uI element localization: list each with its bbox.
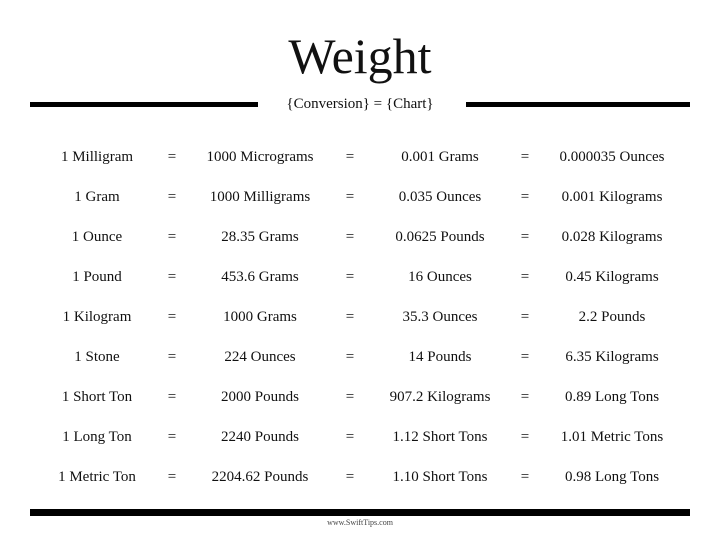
from-unit: 1 Ounce [71, 229, 123, 245]
value-2: 0.0625 Pounds [395, 229, 485, 245]
table-row: 1 Stone = 224 Ounces = 14 Pounds = 6.35 Kilogr… [0, 342, 720, 372]
value-1: 1000 Micrograms [206, 149, 314, 165]
table-row: 1 Kilogram = 1000 Grams = 35.3 Ounces = 2.2 Po… [0, 302, 720, 332]
equals: = [520, 229, 530, 245]
page-title: Weight [288, 28, 432, 84]
equals: = [167, 149, 177, 165]
value-2: 16 Ounces [408, 269, 472, 285]
table-row: 1 Metric Ton = 2204.62 Pounds = 1.10 Short T… [0, 462, 720, 492]
equals: = [520, 349, 530, 365]
value-2: 1.10 Short Tons [392, 469, 488, 485]
table-row: 1 Long Ton = 2240 Pounds = 1.12 Short Tons = 1… [0, 422, 720, 452]
equals: = [345, 309, 355, 325]
value-3: 0.98 Long Tons [564, 469, 660, 485]
value-1: 2204.62 Pounds [211, 469, 309, 485]
table-row: 1 Gram = 1000 Milligrams = 0.035 Ounces = 0.00… [0, 182, 720, 212]
from-unit: 1 Long Ton [62, 429, 132, 445]
value-1: 28.35 Grams [221, 229, 299, 245]
value-2: 0.035 Ounces [398, 189, 482, 205]
value-2: 1.12 Short Tons [392, 429, 488, 445]
value-3: 0.45 Kilograms [565, 269, 659, 285]
from-unit: 1 Short Ton [61, 389, 133, 405]
from-unit: 1 Gram [74, 189, 120, 205]
value-3: 0.028 Kilograms [561, 229, 663, 245]
value-2: 14 Pounds [408, 349, 472, 365]
equals: = [520, 149, 530, 165]
value-2: 0.001 Grams [401, 149, 479, 165]
from-unit: 1 Pound [72, 269, 122, 285]
value-3: 6.35 Kilograms [565, 349, 659, 365]
equals: = [520, 269, 530, 285]
equals: = [345, 389, 355, 405]
equals: = [345, 469, 355, 485]
value-1: 453.6 Grams [221, 269, 299, 285]
value-1: 1000 Milligrams [209, 189, 311, 205]
value-2: 907.2 Kilograms [389, 389, 491, 405]
from-unit: 1 Metric Ton [58, 469, 136, 485]
equals: = [167, 389, 177, 405]
footer-url: www.SwiftTips.com [327, 518, 393, 527]
equals: = [167, 189, 177, 205]
equals: = [345, 269, 355, 285]
equals: = [167, 429, 177, 445]
equals: = [345, 149, 355, 165]
value-3: 1.01 Metric Tons [560, 429, 664, 445]
from-unit: 1 Kilogram [62, 309, 132, 325]
equals: = [167, 309, 177, 325]
value-3: 0.001 Kilograms [561, 189, 663, 205]
equals: = [520, 189, 530, 205]
equals: = [167, 349, 177, 365]
equals: = [345, 189, 355, 205]
equals: = [167, 269, 177, 285]
divider-bottom [30, 509, 690, 516]
table-row: 1 Pound = 453.6 Grams = 16 Ounces = 0.45 Kilog… [0, 262, 720, 292]
value-3: 2.2 Pounds [578, 309, 646, 325]
value-3: 0.89 Long Tons [564, 389, 660, 405]
value-2: 35.3 Ounces [402, 309, 478, 325]
divider-left [30, 102, 258, 107]
value-1: 2240 Pounds [221, 429, 299, 445]
equals: = [345, 229, 355, 245]
equals: = [345, 349, 355, 365]
value-1: 1000 Grams [223, 309, 297, 325]
value-1: 2000 Pounds [221, 389, 299, 405]
table-row: 1 Short Ton = 2000 Pounds = 907.2 Kilograms =… [0, 382, 720, 412]
from-unit: 1 Milligram [60, 149, 134, 165]
table-row: 1 Ounce = 28.35 Grams = 0.0625 Pounds = 0.028 … [0, 222, 720, 252]
equals: = [520, 429, 530, 445]
divider-right [466, 102, 690, 107]
from-unit: 1 Stone [74, 349, 120, 365]
equals: = [520, 309, 530, 325]
equals: = [167, 469, 177, 485]
subtitle: {Conversion} = {Chart} [286, 96, 434, 112]
equals: = [520, 389, 530, 405]
equals: = [520, 469, 530, 485]
table-row: 1 Milligram = 1000 Micrograms = 0.001 Grams =… [0, 142, 720, 172]
equals: = [345, 429, 355, 445]
value-3: 0.000035 Ounces [559, 149, 665, 165]
value-1: 224 Ounces [224, 349, 296, 365]
equals: = [167, 229, 177, 245]
